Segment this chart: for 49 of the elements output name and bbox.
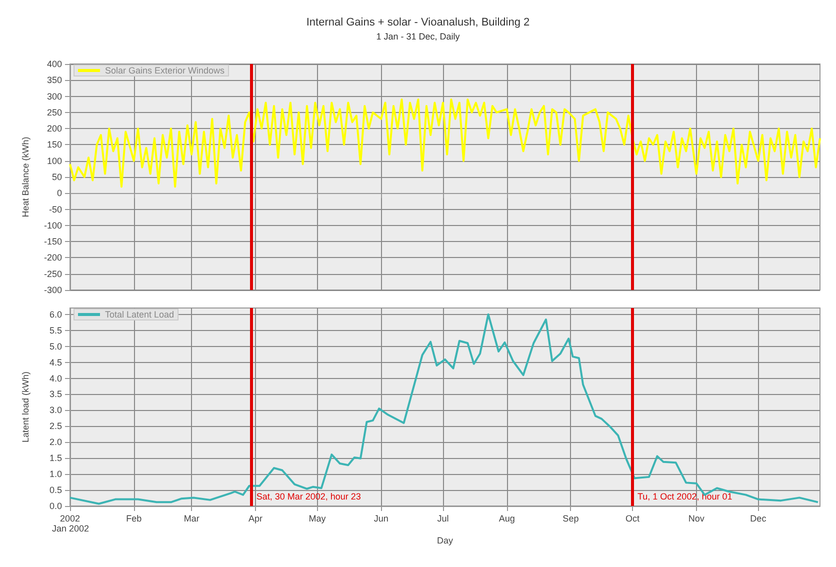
x-tick-label: Sep: [562, 514, 579, 524]
ref-line-label: Sat, 30 Mar 2002, hour 23: [256, 492, 361, 502]
y-tick-label: 5.5: [49, 325, 62, 336]
y-tick-label: -50: [48, 204, 62, 214]
y-tick-label: 100: [46, 156, 62, 166]
y-tick-label: 300: [46, 91, 62, 102]
x-tick-label: Mar: [184, 514, 200, 524]
legend-label: Total Latent Load: [105, 310, 174, 320]
x-tick-label: 2002: [60, 514, 80, 524]
y-tick-label: 1.5: [49, 453, 62, 464]
y-tick-label: -300: [44, 285, 62, 295]
y-tick-label: -250: [44, 268, 62, 279]
x-tick-label: Oct: [625, 514, 640, 524]
x-tick-label: Apr: [248, 514, 262, 524]
y-tick-label: 150: [46, 140, 62, 150]
y-tick-label: 5.0: [49, 341, 62, 352]
x-tick-label: Dec: [750, 514, 767, 524]
y-tick-label: -150: [44, 236, 62, 247]
y-tick-label: 0.5: [49, 485, 62, 496]
x-tick-label: May: [308, 514, 326, 524]
x-tick-label: Jul: [437, 514, 449, 524]
y-tick-label: -200: [44, 252, 62, 263]
y-tick-label: 1.0: [49, 469, 62, 480]
y-tick-label: 4.0: [49, 373, 62, 384]
y-tick-label: 50: [52, 172, 62, 182]
y-tick-label: 350: [46, 75, 62, 86]
y-tick-label: 6.0: [49, 309, 62, 320]
y-tick-label: -100: [44, 220, 62, 230]
y-axis-title: Latent load (kWh): [20, 371, 30, 443]
y-tick-label: 0: [56, 188, 62, 198]
y-axis-title: Heat Balance (kWh): [20, 136, 30, 218]
y-tick-label: 250: [46, 107, 62, 118]
y-tick-label: 0.0: [49, 501, 62, 511]
y-tick-label: 2.0: [49, 437, 62, 448]
x-axis-title: Day: [436, 536, 454, 546]
chart-subtitle: 1 Jan - 31 Dec, Daily: [376, 32, 460, 42]
chart-title: Internal Gains + solar - Vioanalush, Building 2: [306, 16, 530, 28]
y-tick-label: 400: [46, 59, 62, 69]
y-tick-label: 4.5: [49, 357, 62, 368]
x-tick-label: Feb: [126, 514, 142, 524]
legend-label: Solar Gains Exterior Windows: [105, 66, 226, 76]
x-tick-label: Aug: [498, 514, 515, 524]
x-tick-label: Jun: [374, 514, 388, 524]
y-tick-label: 3.5: [49, 389, 62, 400]
y-tick-label: 200: [46, 124, 62, 134]
y-tick-label: 2.5: [49, 421, 62, 432]
y-tick-label: 3.0: [49, 405, 62, 416]
text: Jan 2002: [52, 524, 90, 534]
x-tick-label: Nov: [688, 514, 705, 524]
